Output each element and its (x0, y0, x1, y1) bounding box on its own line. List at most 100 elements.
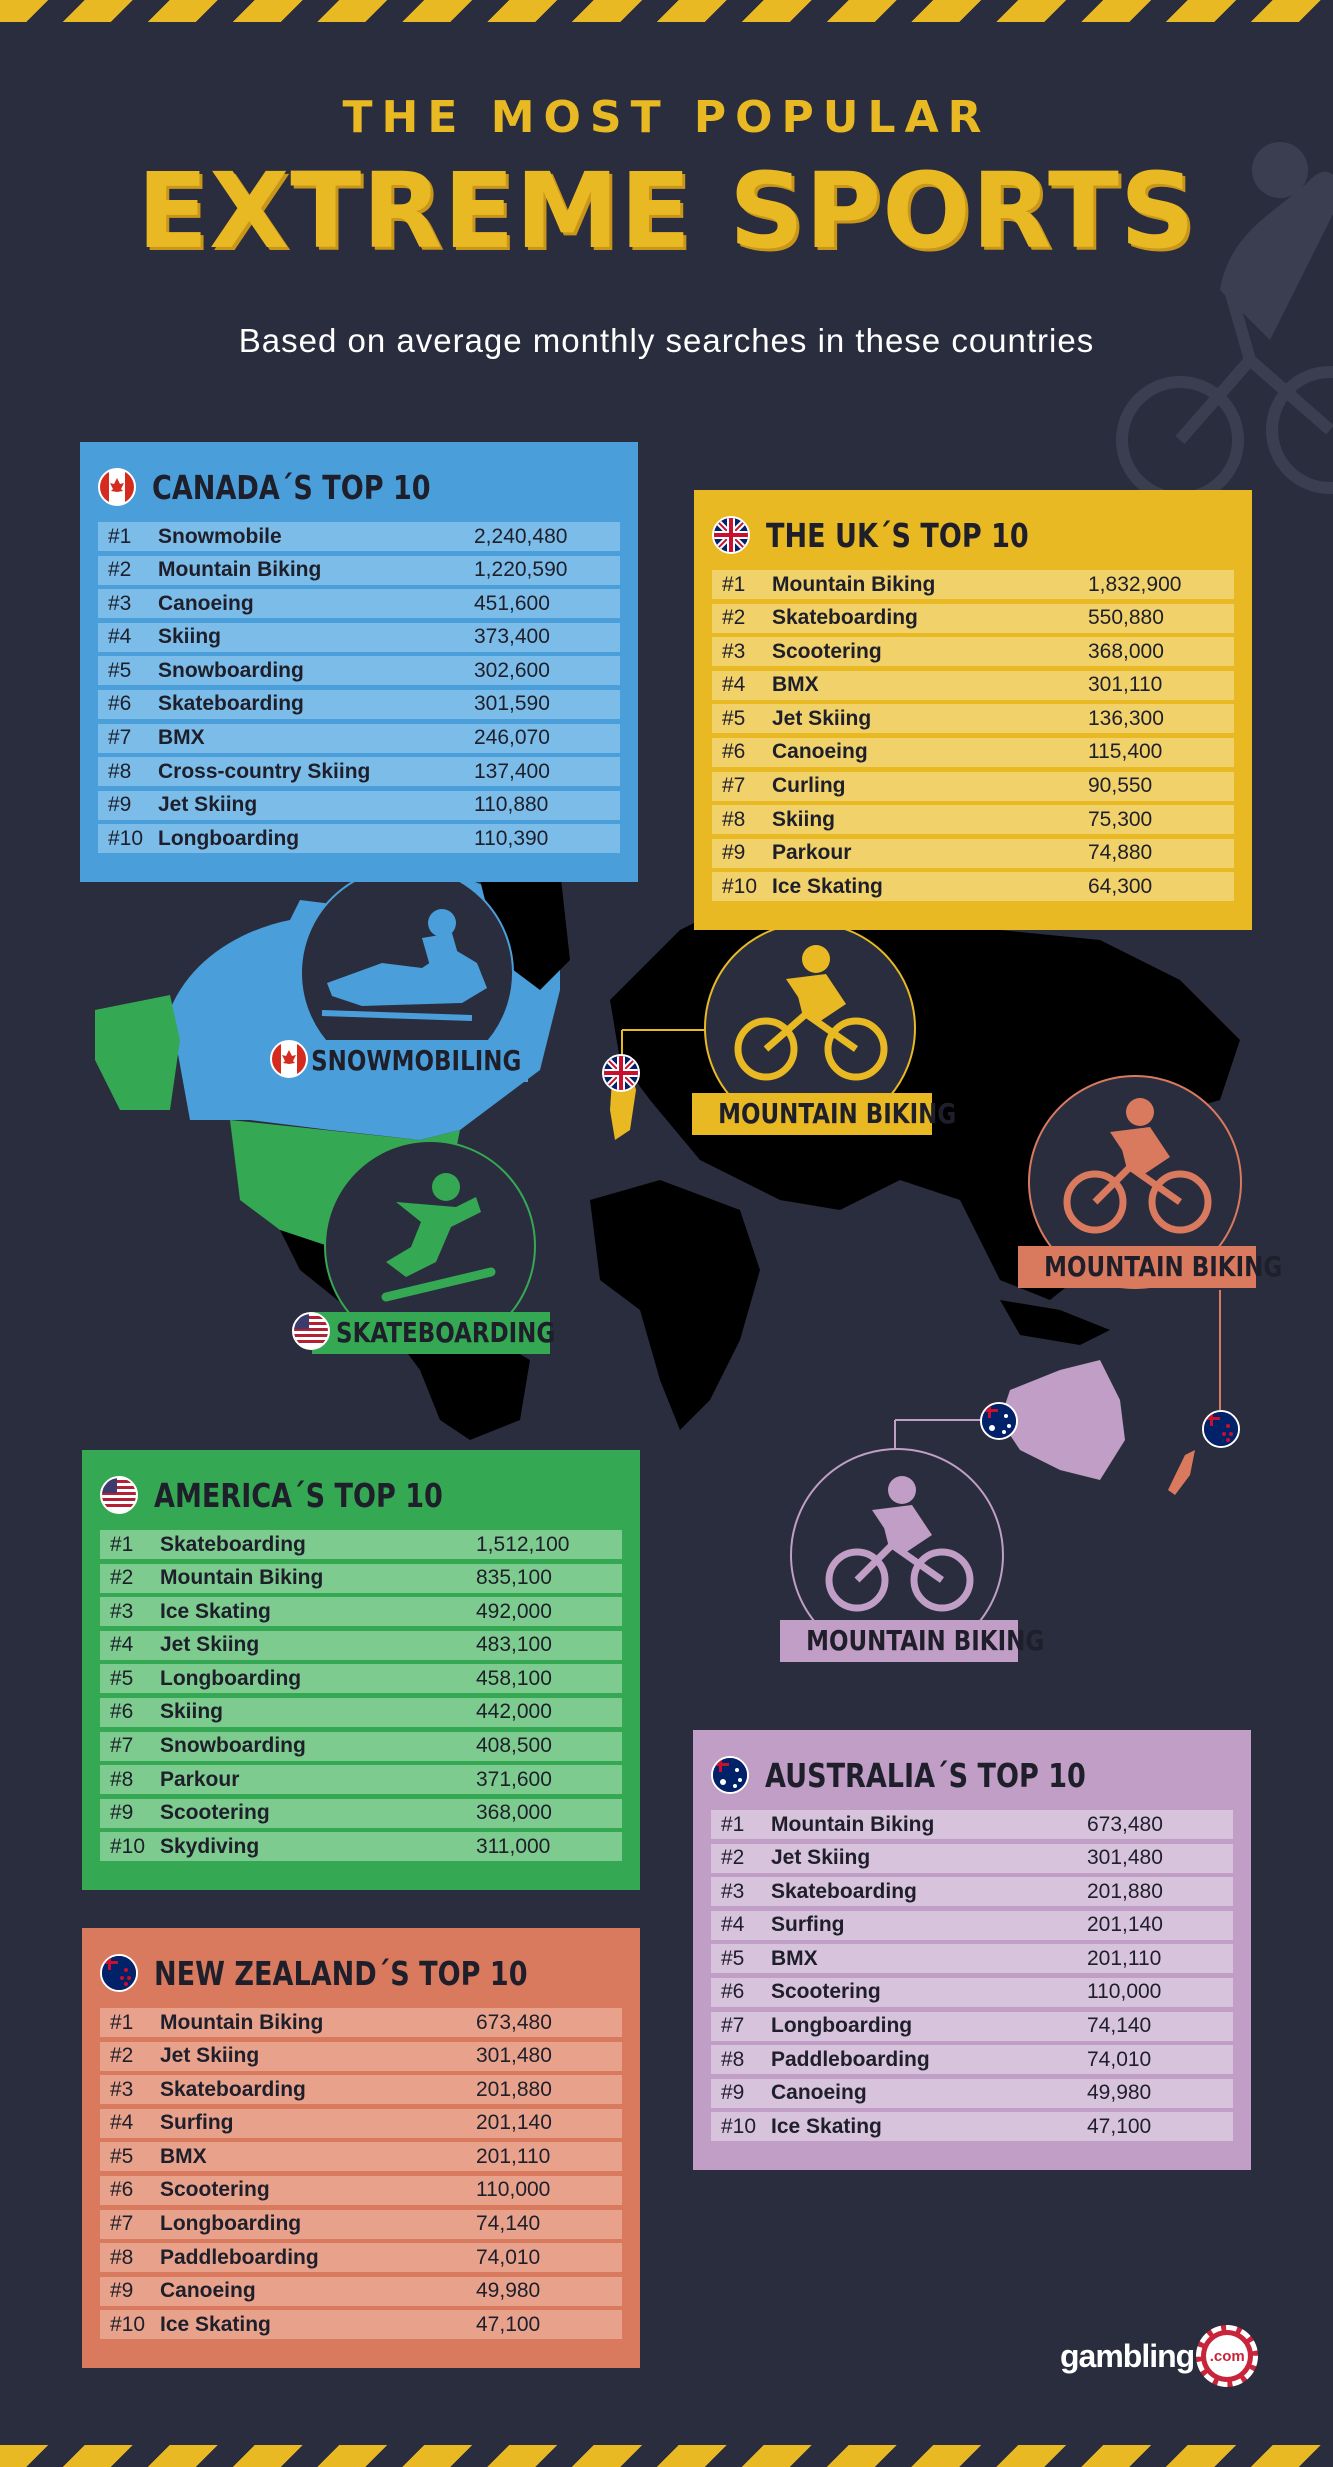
value-cell: 75,300 (1088, 807, 1153, 831)
table-row: #3 Ice Skating 492,000 (100, 1597, 622, 1627)
sport-cell: Skydiving (160, 1834, 260, 1858)
rank-cell: #3 (108, 591, 132, 615)
sport-cell: Curling (772, 774, 846, 798)
rank-cell: #1 (108, 524, 132, 548)
sport-cell: Surfing (771, 1913, 845, 1937)
mountain-bike-nz-icon (1063, 1098, 1212, 1234)
canada-flag-icon (270, 1040, 308, 1078)
sport-cell: Paddleboarding (160, 2245, 319, 2269)
canada-panel: CANADA´S TOP 10 #1 Snowmobile 2,240,480 #2 M… (80, 442, 638, 882)
value-cell: 301,110 (1088, 673, 1163, 697)
rank-cell: #7 (722, 774, 746, 798)
rank-cell: #5 (721, 1946, 745, 1970)
hazard-stripe-top (0, 0, 1333, 22)
nz-shape (1168, 1450, 1195, 1495)
table-row: #6 Scootering 110,000 (711, 1977, 1233, 2007)
value-cell: 74,140 (1087, 2014, 1152, 2038)
rank-cell: #3 (721, 1879, 745, 1903)
rank-cell: #4 (721, 1913, 745, 1937)
value-cell: 1,832,900 (1088, 572, 1182, 596)
sport-cell: Skateboarding (771, 1879, 917, 1903)
value-cell: 246,070 (474, 726, 550, 750)
nz-panel-title: NEW ZEALAND´S TOP 10 (154, 1953, 528, 1993)
casino-chip-icon: .com (1196, 2325, 1259, 2387)
value-cell: 673,480 (1087, 1812, 1163, 1836)
value-cell: 550,880 (1088, 606, 1164, 630)
australia-rows: #1 Mountain Biking 673,480 #2 Jet Skiing 301,… (711, 1810, 1233, 2142)
rank-cell: #8 (108, 759, 132, 783)
value-cell: 47,100 (476, 2312, 541, 2336)
sport-cell: Mountain Biking (772, 572, 936, 596)
sport-cell: BMX (158, 726, 205, 750)
rank-cell: #7 (110, 1734, 134, 1758)
value-cell: 49,980 (1087, 2081, 1152, 2105)
subtitle: Based on average monthly searches in the… (238, 322, 1095, 359)
table-row: #10 Skydiving 311,000 (100, 1832, 622, 1862)
rank-cell: #10 (110, 1834, 146, 1858)
table-row: #4 BMX 301,110 (712, 670, 1234, 700)
snowmobile-icon (321, 909, 487, 1021)
rank-cell: #10 (722, 874, 758, 898)
rank-cell: #1 (721, 1812, 745, 1836)
table-row: #8 Paddleboarding 74,010 (100, 2243, 622, 2273)
usa-panel-title: AMERICA´S TOP 10 (154, 1475, 443, 1515)
table-row: #2 Mountain Biking 835,100 (100, 1563, 622, 1593)
sport-cell: Jet Skiing (772, 706, 872, 730)
value-cell: 49,980 (476, 2279, 541, 2303)
table-row: #5 BMX 201,110 (711, 1944, 1233, 1974)
australia-mountain-biking-badge: MOUNTAIN BIKING (780, 1620, 1044, 1662)
table-row: #9 Canoeing 49,980 (100, 2276, 622, 2306)
rank-cell: #6 (110, 1700, 134, 1724)
sport-cell: Skateboarding (160, 2077, 306, 2101)
rank-cell: #9 (108, 793, 132, 817)
sport-cell: Mountain Biking (160, 1566, 324, 1590)
value-cell: 74,010 (476, 2245, 541, 2269)
rank-cell: #6 (110, 2178, 134, 2202)
usa-panel: AMERICA´S TOP 10 #1 Skateboarding 1,512,10… (82, 1450, 640, 1890)
table-row: #1 Skateboarding 1,512,100 (100, 1530, 622, 1559)
table-row: #4 Surfing 201,140 (711, 1910, 1233, 1940)
rank-cell: #1 (110, 1532, 134, 1556)
sport-cell: Snowmobile (158, 524, 282, 548)
table-row: #9 Jet Skiing 110,880 (98, 790, 620, 820)
value-cell: 835,100 (476, 1566, 552, 1590)
value-cell: 301,590 (474, 692, 550, 716)
rank-cell: #4 (722, 673, 746, 697)
sport-cell: Parkour (772, 841, 852, 865)
uk-mountain-biking-badge: MOUNTAIN BIKING (692, 1093, 956, 1135)
value-cell: 302,600 (474, 658, 550, 682)
table-row: #10 Longboarding 110,390 (98, 824, 620, 854)
australia-flag-icon (711, 1756, 749, 1794)
australia-panel-title: AUSTRALIA´S TOP 10 (765, 1755, 1086, 1795)
rank-cell: #8 (110, 1767, 134, 1791)
table-row: #4 Jet Skiing 483,100 (100, 1630, 622, 1660)
table-row: #7 Longboarding 74,140 (711, 2011, 1233, 2041)
value-cell: 74,880 (1088, 841, 1153, 865)
value-cell: 408,500 (476, 1734, 552, 1758)
table-row: #8 Skiing 75,300 (712, 805, 1234, 835)
sport-cell: Scootering (160, 2178, 270, 2202)
value-cell: 201,880 (1087, 1879, 1163, 1903)
sport-cell: Scootering (771, 1980, 881, 2004)
table-row: #9 Parkour 74,880 (712, 838, 1234, 868)
rank-cell: #4 (108, 625, 132, 649)
value-cell: 201,140 (476, 2111, 552, 2135)
value-cell: 442,000 (476, 1700, 552, 1724)
nz-rows: #1 Mountain Biking 673,480 #2 Jet Skiing 301,… (100, 2008, 622, 2340)
australia-map-flag-icon (980, 1402, 1018, 1440)
table-row: #5 Snowboarding 302,600 (98, 656, 620, 686)
rank-cell: #2 (108, 558, 132, 582)
sport-cell: Skateboarding (158, 692, 304, 716)
nz-flag-icon (100, 1954, 138, 1992)
rank-cell: #8 (721, 2047, 745, 2071)
sport-cell: Ice Skating (771, 2114, 882, 2138)
table-row: #9 Canoeing 49,980 (711, 2078, 1233, 2108)
rank-cell: #7 (721, 2014, 745, 2038)
rank-cell: #5 (110, 2144, 134, 2168)
rank-cell: #4 (110, 1633, 134, 1657)
value-cell: 90,550 (1088, 774, 1153, 798)
sport-cell: Canoeing (771, 2081, 867, 2105)
mountain-bike-australia-icon (825, 1476, 974, 1612)
logo-suffix: .com (1206, 2335, 1249, 2377)
sport-cell: Mountain Biking (160, 2010, 324, 2034)
